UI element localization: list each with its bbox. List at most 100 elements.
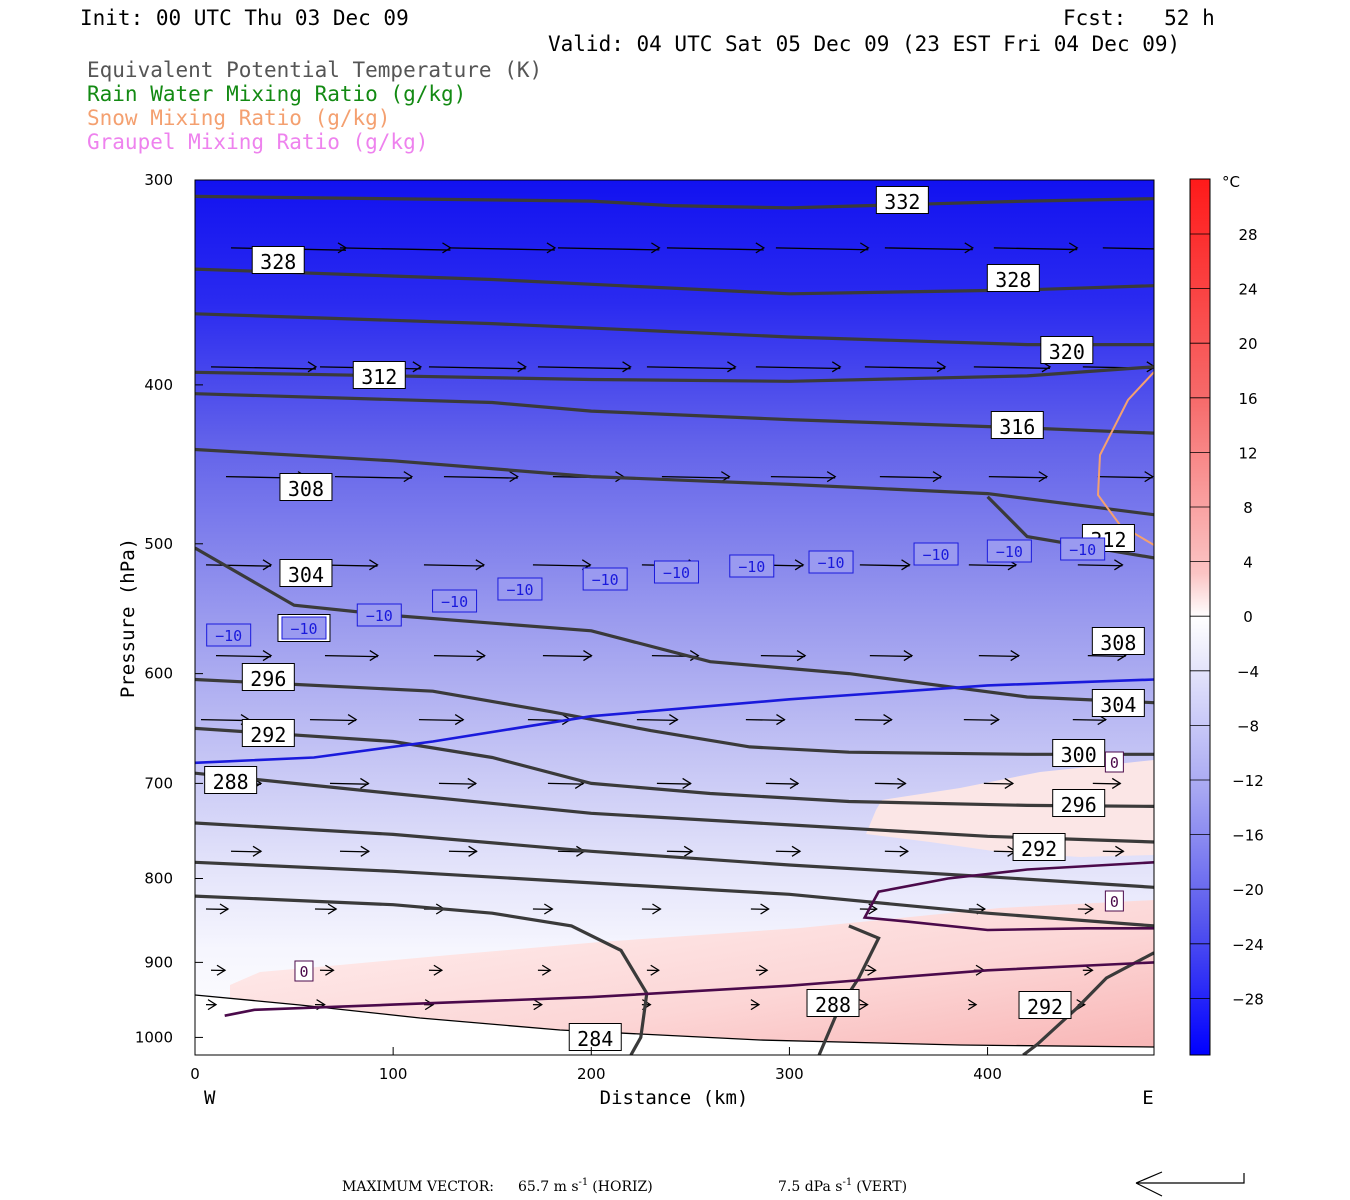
colorbar-tick-label: −8 [1237,717,1259,735]
theta-e-label: 296 [1061,793,1097,817]
temp-label-box [729,554,775,578]
temperature-contour [224,961,1154,1017]
wind-vector [988,475,1047,479]
wind-vector [859,564,910,567]
wind-vector [542,654,592,658]
wind-vector-head [475,559,486,571]
wind-vector [1077,564,1123,567]
wind-vector [443,475,518,479]
legend-entry: Graupel Mixing Ratio (g/kg) [87,130,429,154]
y-tick-label: 500 [144,535,173,553]
x-tick-label: 0 [190,1065,200,1083]
theta-e-label: 320 [1049,340,1085,364]
x-tick-label: 100 [379,1065,408,1083]
wind-vector-head [652,903,662,915]
max-horiz-value: 65.7 m s-1 (HORIZ) [518,1177,653,1195]
forecast-hour: Fcst: 52 h [1063,6,1215,30]
temp-label-box [281,616,327,640]
theta-e-label-box [1091,689,1145,717]
wind-vector-head [990,714,1000,726]
wind-vector-head [1038,471,1049,483]
wind-vector-head [467,777,478,789]
legend-entry: Equivalent Potential Temperature (K) [87,58,543,82]
wind-vector-head [369,650,380,662]
wind-vector-head [903,650,914,662]
theta-e-label: 292 [1027,995,1063,1019]
theta-e-label: 296 [250,667,286,691]
wind-vector-head [216,964,227,976]
y-tick-label: 300 [144,171,173,189]
y-tick-label: 400 [144,376,173,394]
wind-vector-head [826,471,837,483]
wind-vector-head [936,361,947,373]
legend-entry: Rain Water Mixing Ratio (g/kg) [87,82,467,106]
init-time: Init: 00 UTC Thu 03 Dec 09 [80,6,409,30]
theta-e-label: 328 [260,250,296,274]
wind-vector [309,718,357,722]
theta-e-label: 328 [995,268,1031,292]
wind-vector-head [967,999,978,1011]
theta-e-label-box [279,473,333,501]
wind-vector-head [796,650,807,662]
colorbar-tick-label: 20 [1238,335,1257,353]
theta-e-label: 292 [250,723,286,747]
y-axis-ticks: 300 400 500 600 700 800 900 1000 [135,171,203,1046]
wind-vector-head [509,471,519,483]
wind-vector-head [776,714,786,726]
y-tick-label: 600 [144,665,173,683]
wind-vector-head [207,999,218,1011]
theta-e-label-box [1052,739,1106,767]
wind-vector [760,654,806,658]
theta-e-contour [195,194,1154,210]
wind-vector-head [750,999,761,1011]
wind-vector-head [543,903,554,915]
temp-label: −10 [996,543,1023,561]
wind-vector [1102,247,1154,250]
theta-e-label: 304 [1100,693,1136,717]
wind-vector [884,247,973,251]
wind-vector [993,247,1078,251]
wind-vector [324,654,378,658]
wind-vector-head [883,714,893,726]
wind-vector-head [262,650,273,662]
theta-e-contour [195,267,1154,296]
contour-labels: 3323283283203163123123083083043043003002… [204,186,1145,1051]
temp-label: −10 [290,620,317,638]
valid-time: Valid: 04 UTC Sat 05 Dec 09 (23 EST Fri … [548,32,1181,56]
wind-vector-head [760,903,770,915]
wind-vector-head [1010,650,1020,662]
wind-vector-head [964,242,974,254]
temp-label-box [1060,537,1106,561]
temp-label: −10 [1069,541,1096,559]
wind-vector-head [219,903,230,915]
wind-vector-head [720,471,731,483]
colorbar-tick-label: 0 [1243,608,1253,626]
wind-vector [557,247,660,251]
temp-label-box [986,539,1032,563]
wind-vector [210,366,317,370]
temp-label: −10 [215,627,242,645]
wind-vector-head [541,964,552,976]
theta-e-contour [195,365,1154,383]
wind-vector [1097,475,1153,479]
wind-vector-head [262,559,273,571]
wind-vector [765,782,799,785]
wind-vector-head [1076,999,1086,1011]
wind-vector [537,366,631,370]
temp-label-box [808,550,854,574]
wind-vector-head [369,559,379,571]
wind-vectors [200,242,1154,1011]
theta-e-label-box [1018,991,1072,1019]
wind-vector [978,654,1019,658]
wind-vector [1072,718,1106,721]
wind-vector-head [867,964,877,976]
legend-entry: Snow Mixing Ratio (g/kg) [87,106,391,130]
wind-vector-head [651,242,661,254]
wind-vector [200,718,250,722]
wind-vector [339,247,451,251]
temperature-contour [862,861,1154,932]
wind-vector [646,366,736,370]
wind-vector [666,850,693,853]
wind-vector [339,850,369,853]
temp-label-box [497,577,543,601]
